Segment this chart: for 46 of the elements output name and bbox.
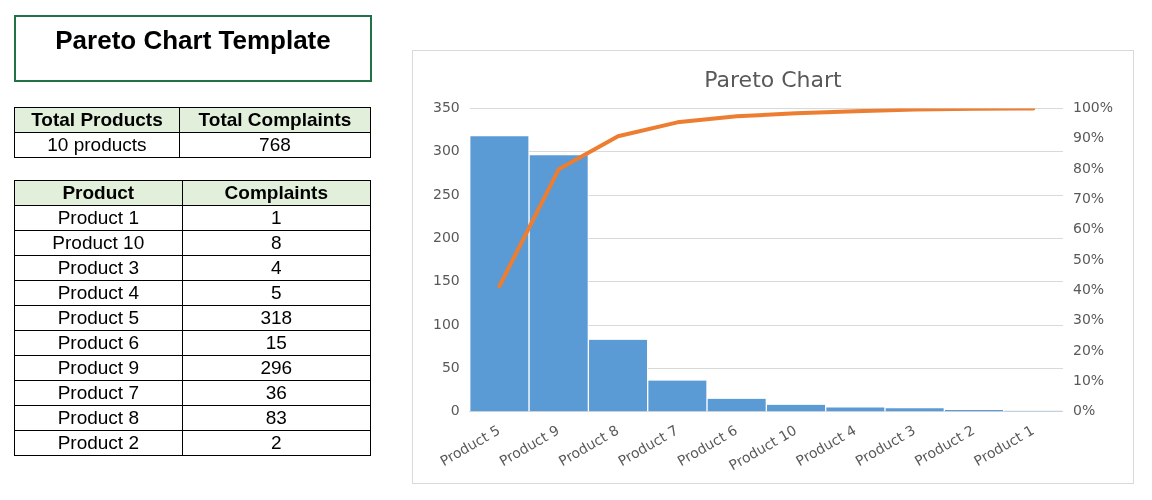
y2-tick-label: 70% — [1072, 190, 1105, 207]
y-tick-label: 100 — [432, 315, 460, 332]
y-tick-label: 300 — [432, 142, 460, 159]
category-label: Product 3 — [14, 255, 183, 281]
y2-tick-label: 80% — [1072, 159, 1105, 176]
y2-tick-label: 20% — [1072, 341, 1105, 358]
text: 768 — [179, 132, 371, 158]
category-label: Product 4 — [14, 280, 183, 306]
y2-tick-label: 30% — [1072, 311, 1105, 328]
data-label: 1 — [182, 205, 371, 231]
text: Total Products — [14, 107, 180, 133]
data-label: 318 — [182, 305, 371, 331]
y-tick-label: 0 — [450, 402, 460, 419]
y2-tick-label: 10% — [1072, 372, 1105, 389]
data-label: 5 — [182, 280, 371, 306]
text: Product — [14, 180, 183, 206]
y2-tick-label: 60% — [1072, 220, 1105, 237]
category-label: Product 1 — [14, 205, 183, 231]
data-label: 296 — [182, 355, 371, 381]
text: 10 products — [14, 132, 180, 158]
data-label: 8 — [182, 230, 371, 256]
y2-tick-label: 50% — [1072, 250, 1105, 267]
text: Complaints — [182, 180, 371, 206]
y-tick-label: 250 — [432, 185, 460, 202]
y-tick-label: 350 — [432, 99, 460, 116]
category-label: Product 6 — [14, 330, 183, 356]
data-label: 15 — [182, 330, 371, 356]
y2-tick-label: 40% — [1072, 281, 1105, 298]
text: Pareto Chart Template — [14, 15, 372, 82]
category-label: Product 10 — [14, 230, 183, 256]
y-tick-label: 200 — [432, 229, 460, 246]
data-label: 83 — [182, 405, 371, 431]
category-label: Product 9 — [14, 355, 183, 381]
y-tick-label: 50 — [441, 359, 460, 376]
category-label: Product 5 — [14, 305, 183, 331]
data-label: 4 — [182, 255, 371, 281]
data-label: 2 — [182, 430, 371, 456]
y-tick-label: 150 — [432, 272, 460, 289]
y2-tick-label: 100% — [1072, 99, 1114, 116]
data-label: 36 — [182, 380, 371, 406]
category-label: Product 7 — [14, 380, 183, 406]
y2-tick-label: 90% — [1072, 129, 1105, 146]
category-label: Product 8 — [14, 405, 183, 431]
chart-title: Pareto Chart — [704, 66, 843, 92]
text: Total Complaints — [179, 107, 371, 133]
y2-tick-label: 0% — [1072, 402, 1096, 419]
